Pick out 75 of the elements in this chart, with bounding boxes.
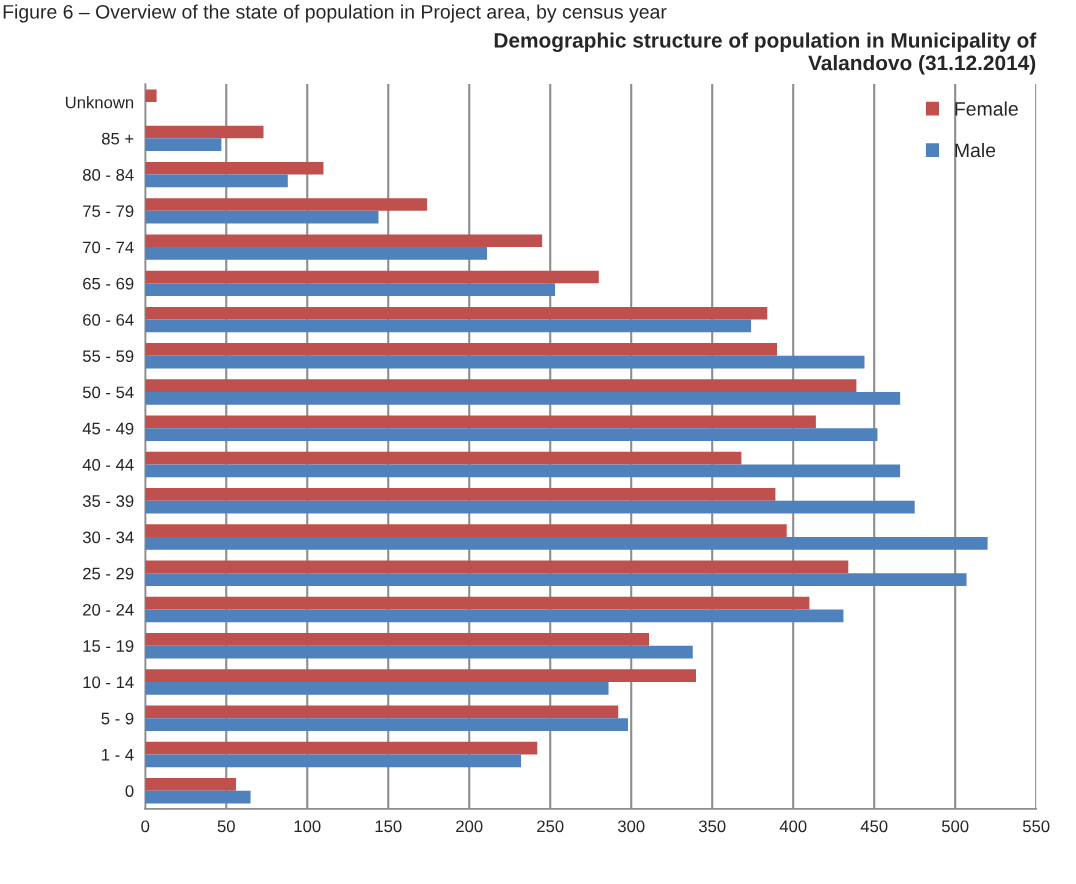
y-tick-label: 5 - 9 <box>101 712 134 725</box>
y-tick-label: 35 - 39 <box>82 495 134 507</box>
bar <box>145 125 264 139</box>
bar <box>145 306 768 320</box>
bar <box>145 379 857 393</box>
bar <box>145 234 543 248</box>
x-tick-label: 400 <box>779 820 807 833</box>
y-tick-label: 65 - 69 <box>83 277 134 290</box>
bar <box>145 270 599 284</box>
bar <box>145 500 915 514</box>
bar <box>145 138 222 152</box>
y-tick-label: 85 + <box>101 132 134 145</box>
x-tick-label: 250 <box>537 820 564 833</box>
bar <box>145 573 967 586</box>
bar <box>145 524 787 538</box>
x-tick-label: 350 <box>698 820 726 833</box>
bar <box>145 392 901 405</box>
x-tick-label: 50 <box>217 820 235 833</box>
bar <box>145 451 742 465</box>
bar <box>145 718 628 731</box>
bar <box>145 319 752 333</box>
y-tick-label: 30 - 34 <box>82 531 134 544</box>
x-tick-label: 150 <box>375 820 402 833</box>
y-tick-label: 75 - 79 <box>83 205 134 218</box>
y-tick-label: 70 - 74 <box>83 241 134 254</box>
legend-label: Male <box>955 142 996 158</box>
x-tick-label: 0 <box>141 820 150 833</box>
bar <box>145 464 901 478</box>
bar <box>145 705 619 719</box>
bar <box>145 428 878 441</box>
bar <box>145 790 251 804</box>
bar <box>145 174 288 188</box>
bar <box>145 741 538 755</box>
bar <box>145 560 849 574</box>
y-tick-label: 60 - 64 <box>83 313 134 326</box>
x-tick-label: 550 <box>1022 820 1050 833</box>
y-tick-label: 45 - 49 <box>82 422 134 435</box>
bar <box>145 778 236 791</box>
bar <box>145 609 844 623</box>
x-tick-label: 450 <box>860 820 888 833</box>
bar <box>145 247 488 260</box>
bar <box>145 415 816 429</box>
y-tick-label: 1 - 4 <box>102 749 134 761</box>
y-tick-label: 20 - 24 <box>83 603 134 616</box>
bar <box>145 633 650 646</box>
y-tick-label: 50 - 54 <box>82 386 134 399</box>
bar <box>145 488 776 501</box>
y-tick-label: 55 - 59 <box>82 350 134 363</box>
bar <box>145 682 609 695</box>
x-tick-label: 500 <box>941 820 969 833</box>
caption: Figure 6 – Overview of the state of population in Project area, by census year <box>3 4 667 23</box>
y-tick-label: 10 - 14 <box>83 676 134 689</box>
bar <box>145 537 988 550</box>
bar <box>145 754 522 768</box>
chart-title: Demographic structure of population in Municipality of Valandovo (31.12.2014) <box>494 32 1037 75</box>
y-tick-label: 25 - 29 <box>83 567 134 580</box>
y-tick-label: 0 <box>125 785 134 797</box>
bar <box>145 645 693 659</box>
x-tick-label: 100 <box>294 820 321 833</box>
bar <box>145 210 379 224</box>
bar <box>145 343 778 356</box>
bar <box>145 283 556 297</box>
legend-label: Female <box>955 101 1018 116</box>
bar <box>145 198 428 211</box>
x-tick-label: 300 <box>617 820 645 833</box>
y-tick-label: 80 - 84 <box>82 168 134 181</box>
bar <box>145 596 810 610</box>
y-tick-label: 40 - 44 <box>82 458 134 471</box>
bar <box>145 669 697 683</box>
y-tick-label: 15 - 19 <box>83 640 134 652</box>
bar <box>145 355 865 369</box>
bar <box>145 161 324 175</box>
x-tick-label: 200 <box>456 820 483 833</box>
bar <box>145 89 157 103</box>
y-tick-label: Unknown <box>65 96 134 109</box>
